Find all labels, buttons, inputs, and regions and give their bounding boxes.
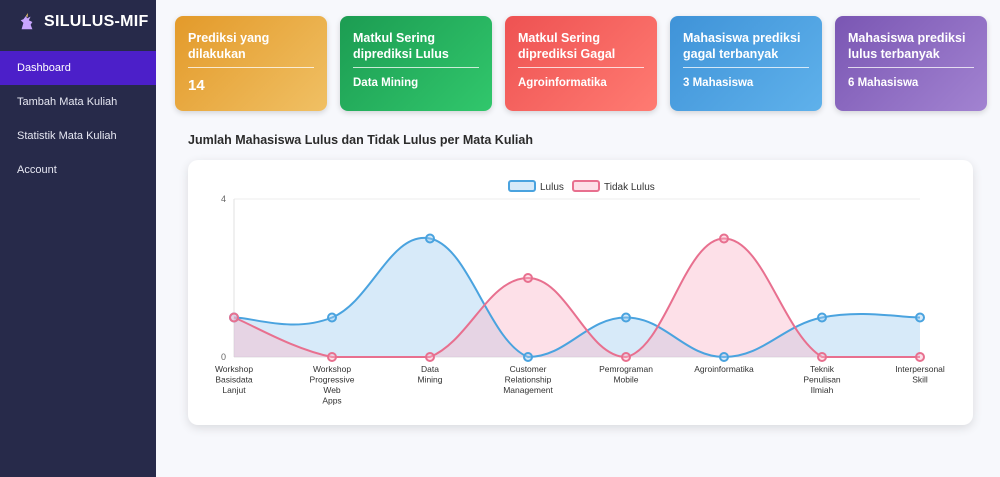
data-point (621, 352, 631, 362)
x-tick-label: Lanjut (222, 385, 246, 395)
stat-card-sering-lulus: Matkul Sering diprediksi Lulus Data Mini… (340, 16, 492, 111)
data-point (327, 352, 337, 362)
x-tick-label: Web (323, 385, 341, 395)
x-tick-label: Customer (510, 364, 547, 374)
legend-swatch (508, 180, 536, 192)
data-point (817, 312, 827, 323)
card-title: Matkul Sering diprediksi Lulus (353, 31, 449, 61)
data-point (915, 312, 925, 323)
card-title: Prediksi yang dilakukan (188, 31, 270, 61)
data-point (425, 352, 435, 362)
sidebar-item-account[interactable]: Account (17, 164, 57, 176)
data-point (719, 233, 729, 244)
sidebar-item-statistik-mata-kuliah[interactable]: Statistik Mata Kuliah (17, 130, 117, 142)
card-value: 6 Mahasiswa (848, 77, 919, 89)
series-line-1 (233, 237, 920, 359)
stat-card-sering-gagal: Matkul Sering diprediksi Gagal Agroinfor… (505, 16, 657, 111)
x-tick-label: Pemrograman (599, 364, 653, 374)
data-point (327, 312, 337, 323)
stat-card-lulus-terbanyak: Mahasiswa prediksi lulus terbanyak 6 Mah… (835, 16, 987, 111)
unicorn-icon (20, 13, 33, 30)
data-point (719, 352, 729, 362)
x-tick-label: Progressive (310, 375, 355, 385)
card-value: 3 Mahasiswa (683, 77, 754, 89)
sidebar-item-tambah-mata-kuliah[interactable]: Tambah Mata Kuliah (17, 96, 118, 108)
sidebar-nav: Dashboard Tambah Mata Kuliah Statistik M… (0, 51, 156, 187)
card-divider (848, 67, 974, 68)
main-content: Prediksi yang dilakukan 14 Matkul Sering… (156, 0, 1000, 477)
legend-swatch (572, 180, 600, 192)
data-point (915, 352, 925, 362)
card-divider (683, 67, 809, 68)
card-value: Agroinformatika (518, 77, 607, 89)
x-tick-label: Relationship (505, 375, 552, 385)
x-tick-label: Ilmiah (811, 385, 834, 395)
card-value: 14 (188, 77, 205, 94)
data-point (817, 352, 827, 362)
stat-card-gagal-terbanyak: Mahasiswa prediksi gagal terbanyak 3 Mah… (670, 16, 822, 111)
x-tick-label: Agroinformatika (694, 364, 754, 374)
data-point (523, 352, 533, 362)
brand[interactable]: SILULUS-MIF (0, 0, 156, 44)
sidebar-item-dashboard[interactable]: Dashboard (0, 51, 156, 85)
y-tick-label: 0 (221, 352, 226, 362)
data-point (523, 273, 533, 283)
card-divider (353, 67, 479, 68)
x-tick-label: Workshop (313, 364, 351, 374)
x-tick-label: Workshop (215, 364, 253, 374)
app-title: SILULUS-MIF (44, 13, 149, 30)
x-tick-label: Basisdata (215, 375, 253, 385)
data-point (621, 312, 631, 323)
sidebar: SILULUS-MIF Dashboard Tambah Mata Kuliah… (0, 0, 156, 477)
card-value: Data Mining (353, 77, 419, 89)
x-tick-label: Penulisan (803, 375, 841, 385)
x-tick-label: Interpersonal (895, 364, 945, 374)
stat-card-prediksi: Prediksi yang dilakukan 14 (175, 16, 327, 111)
y-tick-label: 4 (221, 194, 226, 204)
card-title: Matkul Sering diprediksi Gagal (518, 31, 616, 61)
card-title: Mahasiswa prediksi gagal terbanyak (683, 31, 801, 61)
series-line-0 (233, 237, 921, 359)
x-tick-label: Management (503, 385, 553, 395)
chart-card: 4 0 Workshop Basisdata Lanjut Workshop Progres… (188, 160, 973, 425)
x-tick-label: Skill (912, 375, 928, 385)
card-divider (188, 67, 314, 68)
x-tick-label: Mining (417, 375, 442, 385)
data-point (425, 233, 435, 244)
section-title: Jumlah Mahasiswa Lulus dan Tidak Lulus p… (188, 133, 533, 147)
x-tick-label: Teknik (810, 364, 835, 374)
legend-label: Lulus (540, 182, 564, 193)
legend-label: Tidak Lulus (604, 182, 655, 193)
line-chart: 40WorkshopBasisdataLanjutWorkshopProgres… (215, 180, 945, 406)
card-divider (518, 67, 644, 68)
x-tick-label: Apps (322, 396, 341, 406)
data-point (229, 312, 239, 323)
x-tick-label: Data (421, 364, 439, 374)
series-area-1 (234, 238, 920, 357)
x-tick-label: Mobile (613, 375, 638, 385)
series-area-0 (234, 237, 920, 357)
card-title: Mahasiswa prediksi lulus terbanyak (848, 31, 966, 61)
